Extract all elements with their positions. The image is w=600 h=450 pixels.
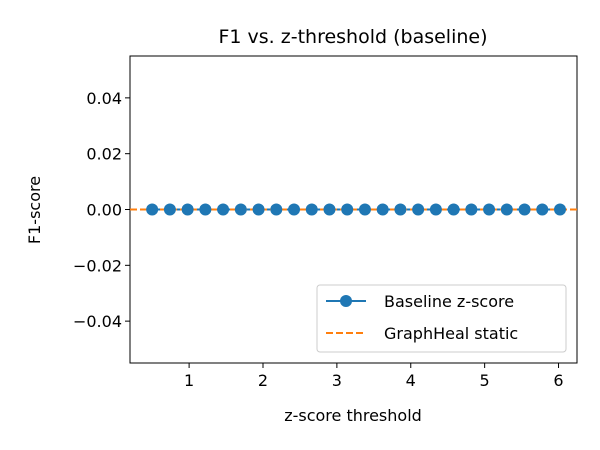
x-tick-label: 6: [553, 371, 563, 390]
baseline-zscore-point: [500, 203, 513, 216]
baseline-zscore-point: [554, 203, 567, 216]
baseline-zscore-point: [465, 203, 478, 216]
baseline-zscore-point: [447, 203, 460, 216]
baseline-zscore-point: [305, 203, 318, 216]
baseline-zscore-point: [323, 203, 336, 216]
legend: Baseline z-score GraphHeal static: [316, 284, 567, 353]
y-axis-label: F1-score: [25, 176, 44, 244]
baseline-zscore-point: [358, 203, 371, 216]
legend-label-baseline: Baseline z-score: [384, 292, 514, 311]
x-axis-label: z-score threshold: [284, 406, 422, 425]
baseline-zscore-point: [163, 203, 176, 216]
x-tick-label: 2: [258, 371, 268, 390]
baseline-zscore-point: [376, 203, 389, 216]
legend-box: [316, 284, 567, 353]
x-tick-label: 4: [406, 371, 416, 390]
baseline-zscore-point: [199, 203, 212, 216]
x-tick-label: 3: [332, 371, 342, 390]
baseline-zscore-point: [270, 203, 283, 216]
baseline-zscore-point: [518, 203, 531, 216]
baseline-zscore-point: [341, 203, 354, 216]
legend-label-graphheal: GraphHeal static: [384, 324, 518, 343]
y-tick-label: 0.00: [86, 201, 122, 220]
baseline-zscore-point: [536, 203, 549, 216]
y-tick-label: −0.04: [73, 312, 122, 331]
baseline-zscore-point: [234, 203, 247, 216]
baseline-zscore-point: [181, 203, 194, 216]
y-tick-label: 0.02: [86, 145, 122, 164]
x-tick-label: 1: [184, 371, 194, 390]
baseline-zscore-point: [412, 203, 425, 216]
y-tick-label: −0.02: [73, 256, 122, 275]
legend-marker-baseline: [340, 295, 352, 307]
y-tick-label: 0.04: [86, 89, 122, 108]
baseline-zscore-point: [429, 203, 442, 216]
x-tick-label: 5: [480, 371, 490, 390]
baseline-zscore-point: [483, 203, 496, 216]
y-axis: −0.04 −0.02 0.00 0.02 0.04: [73, 89, 130, 331]
baseline-zscore-point: [146, 203, 159, 216]
plot-area: [129, 55, 578, 364]
baseline-zscore-point: [288, 203, 301, 216]
chart-title: F1 vs. z-threshold (baseline): [218, 26, 487, 48]
x-axis: 1 2 3 4 5 6: [184, 363, 564, 390]
baseline-zscore-point: [217, 203, 230, 216]
baseline-zscore-point: [394, 203, 407, 216]
baseline-zscore-point: [252, 203, 265, 216]
